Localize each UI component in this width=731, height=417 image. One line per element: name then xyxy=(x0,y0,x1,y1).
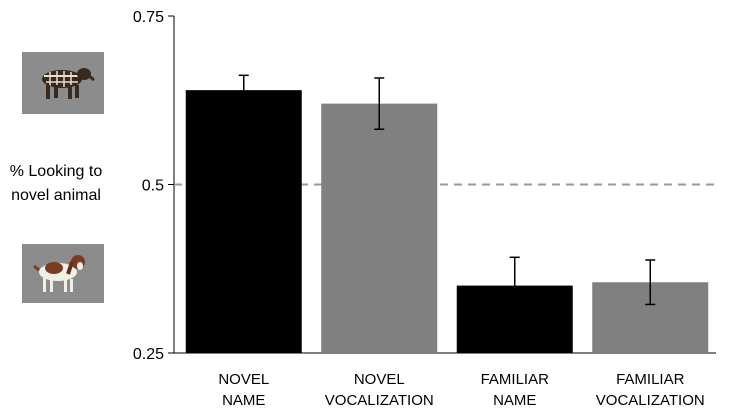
dog-image xyxy=(22,244,104,303)
category-label: NAME xyxy=(493,392,536,409)
error-bars xyxy=(238,74,656,315)
bar xyxy=(185,90,302,353)
category-label: NOVEL xyxy=(218,371,269,388)
y-tick-label: 0.75 xyxy=(133,9,164,26)
category-label: FAMILIAR xyxy=(481,371,550,388)
y-axis-label-line-1: % Looking to xyxy=(10,163,103,180)
y-tick-label: 0.25 xyxy=(133,346,164,363)
y-axis-label-line-2: novel animal xyxy=(11,187,101,204)
bar xyxy=(321,103,438,354)
y-ticks: 0.25 0.5 0.75 xyxy=(133,9,174,363)
category-label: VOCALIZATION xyxy=(325,392,434,409)
y-tick-label: 0.5 xyxy=(142,178,164,195)
tapir-image xyxy=(22,52,104,114)
category-label: VOCALIZATION xyxy=(596,392,705,409)
category-labels: NOVEL NAME NOVEL VOCALIZATION FAMILIAR NAME FA… xyxy=(218,371,704,409)
category-label: NAME xyxy=(222,392,265,409)
bars xyxy=(185,90,709,354)
category-label: NOVEL xyxy=(354,371,405,388)
category-label: FAMILIAR xyxy=(616,371,685,388)
